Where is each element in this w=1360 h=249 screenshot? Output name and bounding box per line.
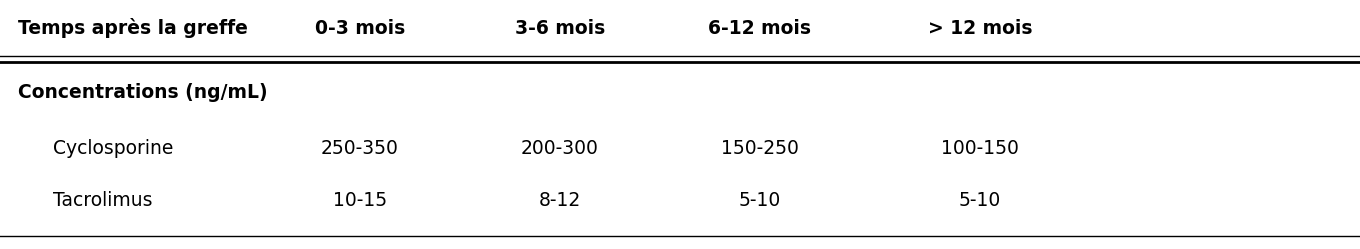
Text: 5-10: 5-10 xyxy=(738,190,781,209)
Text: 250-350: 250-350 xyxy=(321,138,398,158)
Text: 100-150: 100-150 xyxy=(941,138,1019,158)
Text: 10-15: 10-15 xyxy=(333,190,388,209)
Text: Temps après la greffe: Temps après la greffe xyxy=(18,18,248,38)
Text: 8-12: 8-12 xyxy=(539,190,581,209)
Text: 150-250: 150-250 xyxy=(721,138,798,158)
Text: 3-6 mois: 3-6 mois xyxy=(515,18,605,38)
Text: 0-3 mois: 0-3 mois xyxy=(316,18,405,38)
Text: Concentrations (ng/mL): Concentrations (ng/mL) xyxy=(18,82,268,102)
Text: 6-12 mois: 6-12 mois xyxy=(709,18,812,38)
Text: Cyclosporine: Cyclosporine xyxy=(53,138,173,158)
Text: > 12 mois: > 12 mois xyxy=(928,18,1032,38)
Text: 5-10: 5-10 xyxy=(959,190,1001,209)
Text: Tacrolimus: Tacrolimus xyxy=(53,190,152,209)
Text: 200-300: 200-300 xyxy=(521,138,598,158)
